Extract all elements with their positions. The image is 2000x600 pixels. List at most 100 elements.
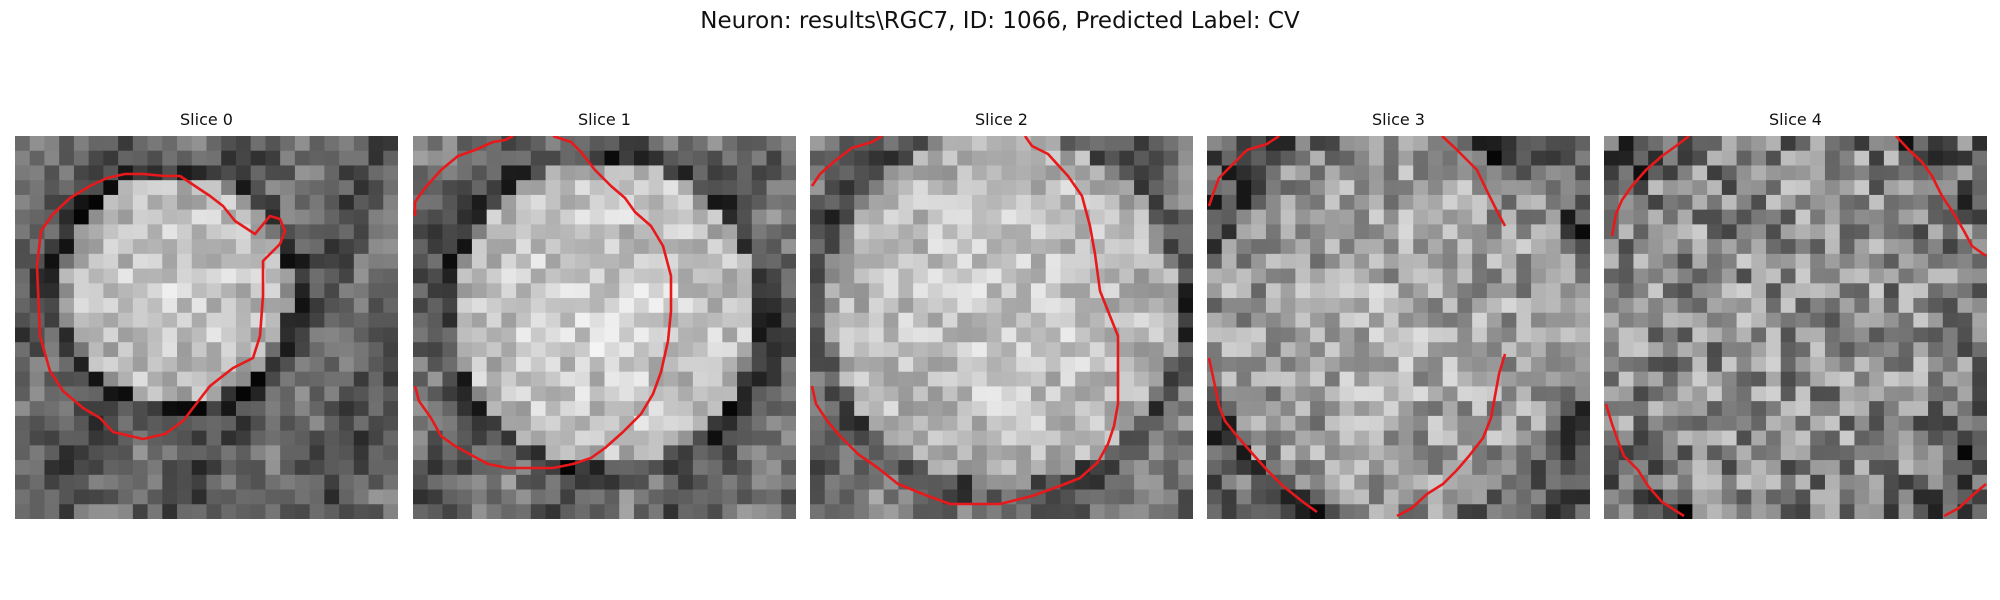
- pixel-cell: [927, 150, 944, 167]
- pixel-cell: [927, 504, 944, 519]
- pixel-cell: [1707, 283, 1723, 299]
- pixel-cell: [103, 150, 119, 167]
- pixel-cell: [1030, 430, 1047, 446]
- pixel-cell: [1457, 474, 1473, 491]
- pixel-cell: [1854, 253, 1870, 270]
- pixel-cell: [883, 268, 899, 284]
- pixel-cell: [516, 489, 532, 505]
- pixel-cell: [986, 356, 1003, 373]
- pixel-cell: [1178, 371, 1193, 388]
- pixel-cell: [1369, 327, 1385, 343]
- pixel-cell: [383, 386, 398, 402]
- pixel-cell: [927, 371, 944, 388]
- pixel-cell: [29, 489, 46, 505]
- pixel-cell: [191, 298, 208, 314]
- pixel-cell: [1001, 327, 1017, 343]
- pixel-cell: [1692, 371, 1708, 388]
- pixel-cell: [913, 239, 929, 255]
- pixel-cell: [1662, 150, 1679, 167]
- pixel-cell: [1575, 312, 1590, 329]
- pixel-cell: [678, 445, 694, 461]
- pixel-cell: [1575, 474, 1590, 491]
- pixel-cell: [957, 253, 973, 270]
- pixel-cell: [707, 136, 723, 152]
- pixel-cell: [265, 489, 281, 505]
- pixel-cell: [1280, 415, 1296, 432]
- pixel-cell: [913, 401, 929, 417]
- pixel-cell: [1030, 445, 1047, 461]
- pixel-cell: [604, 327, 620, 343]
- pixel-cell: [751, 165, 768, 181]
- pixel-cell: [118, 445, 134, 461]
- pixel-cell: [162, 209, 178, 225]
- pixel-cell: [132, 180, 149, 196]
- pixel-cell: [1339, 165, 1355, 181]
- pixel-cell: [132, 386, 149, 402]
- pixel-cell: [29, 327, 46, 343]
- pixel-cell: [353, 445, 370, 461]
- pixel-cell: [663, 150, 679, 167]
- pixel-cell: [972, 415, 988, 432]
- pixel-cell: [1575, 342, 1590, 358]
- pixel-cell: [1001, 150, 1017, 167]
- pixel-cell: [589, 489, 606, 505]
- pixel-cell: [1928, 239, 1944, 255]
- pixel-cell: [1575, 460, 1590, 476]
- pixel-cell: [868, 150, 885, 167]
- pixel-cell: [1648, 165, 1664, 181]
- pixel-cell: [1030, 253, 1047, 270]
- pixel-cell: [530, 327, 547, 343]
- pixel-cell: [1354, 194, 1370, 211]
- pixel-cell: [413, 356, 429, 373]
- pixel-cell: [457, 268, 473, 284]
- pixel-cell: [1310, 209, 1326, 225]
- pixel-cell: [442, 194, 458, 211]
- pixel-cell: [103, 268, 119, 284]
- pixel-cell: [810, 371, 826, 388]
- pixel-cell: [1221, 165, 1238, 181]
- pixel-cell: [1913, 150, 1929, 167]
- pixel-cell: [1001, 415, 1017, 432]
- pixel-cell: [678, 298, 694, 314]
- pixel-cell: [619, 312, 635, 329]
- pixel-cell: [1486, 342, 1503, 358]
- pixel-cell: [265, 401, 281, 417]
- pixel-cell: [1178, 224, 1193, 240]
- pixel-cell: [898, 415, 914, 432]
- pixel-cell: [177, 371, 193, 388]
- pixel-cell: [1618, 504, 1635, 519]
- pixel-cell: [1913, 253, 1929, 270]
- pixel-cell: [766, 209, 782, 225]
- pixel-cell: [824, 474, 841, 491]
- pixel-cell: [1413, 445, 1429, 461]
- pixel-cell: [1736, 356, 1752, 373]
- pixel-cell: [427, 209, 444, 225]
- pixel-cell: [737, 401, 753, 417]
- pixel-cell: [1163, 386, 1179, 402]
- pixel-cell: [103, 342, 119, 358]
- pixel-cell: [1221, 474, 1238, 491]
- pixel-cell: [1942, 474, 1959, 491]
- pixel-cell: [177, 209, 193, 225]
- pixel-cell: [427, 136, 444, 152]
- pixel-cell: [88, 312, 104, 329]
- pixel-cell: [1075, 165, 1091, 181]
- pixel-cell: [751, 504, 768, 519]
- pixel-cell: [339, 386, 355, 402]
- pixel-cell: [986, 371, 1003, 388]
- pixel-cell: [353, 239, 370, 255]
- pixel-cell: [73, 268, 90, 284]
- pixel-cell: [1075, 342, 1091, 358]
- pixel-cell: [1413, 489, 1429, 505]
- pixel-cell: [663, 209, 679, 225]
- pixel-cell: [1369, 386, 1385, 402]
- pixel-cell: [1780, 504, 1797, 519]
- pixel-cell: [1295, 356, 1311, 373]
- pixel-cell: [177, 342, 193, 358]
- pixel-cell: [1795, 356, 1811, 373]
- pixel-cell: [1575, 445, 1590, 461]
- pixel-cell: [1957, 136, 1973, 152]
- pixel-cell: [1398, 194, 1414, 211]
- pixel-cell: [781, 489, 796, 505]
- pixel-cell: [1721, 180, 1738, 196]
